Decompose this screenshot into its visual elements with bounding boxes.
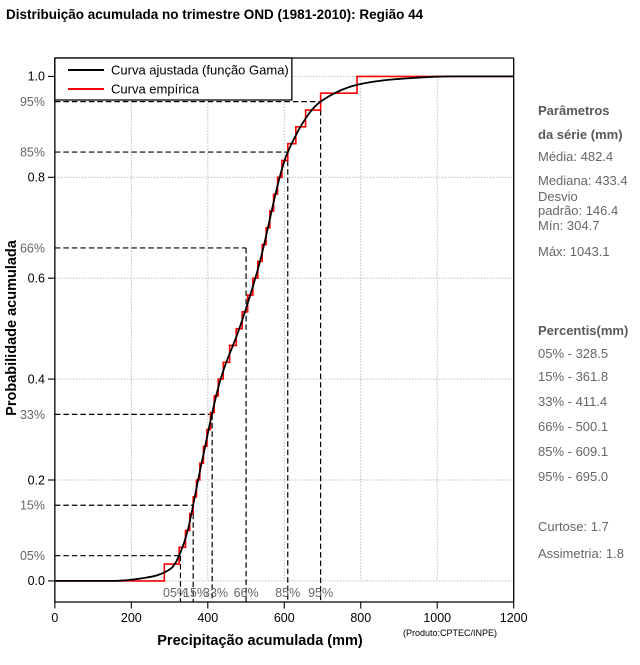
svg-text:95%: 95%	[20, 95, 45, 109]
svg-text:0.6: 0.6	[28, 272, 45, 286]
svg-text:1.0: 1.0	[28, 70, 45, 84]
svg-text:1000: 1000	[423, 611, 451, 625]
svg-text:85%: 85%	[275, 586, 300, 600]
svg-text:66%: 66%	[20, 241, 45, 255]
svg-text:33%: 33%	[20, 408, 45, 422]
svg-text:Probabilidade acumulada: Probabilidade acumulada	[4, 239, 20, 416]
svg-text:400: 400	[197, 611, 218, 625]
svg-text:85%: 85%	[20, 146, 45, 160]
svg-text:0.0: 0.0	[28, 574, 45, 588]
svg-text:0: 0	[51, 611, 58, 625]
svg-text:800: 800	[350, 611, 371, 625]
svg-text:33%: 33%	[203, 586, 228, 600]
svg-text:Precipitação acumulada (mm): Precipitação acumulada (mm)	[157, 633, 363, 649]
svg-text:66%: 66%	[234, 586, 259, 600]
svg-text:Curva empírica: Curva empírica	[111, 81, 200, 96]
svg-text:15%: 15%	[20, 499, 45, 513]
svg-text:0.2: 0.2	[28, 473, 45, 487]
svg-text:(Produto:CPTEC/INPE): (Produto:CPTEC/INPE)	[403, 628, 497, 638]
svg-text:95%: 95%	[308, 586, 333, 600]
svg-text:200: 200	[121, 611, 142, 625]
svg-text:1200: 1200	[500, 611, 528, 625]
svg-text:0.4: 0.4	[28, 372, 45, 386]
svg-text:05%: 05%	[20, 549, 45, 563]
svg-text:Curva ajustada (função Gama): Curva ajustada (função Gama)	[111, 62, 289, 77]
svg-text:600: 600	[274, 611, 295, 625]
svg-text:0.8: 0.8	[28, 171, 45, 185]
